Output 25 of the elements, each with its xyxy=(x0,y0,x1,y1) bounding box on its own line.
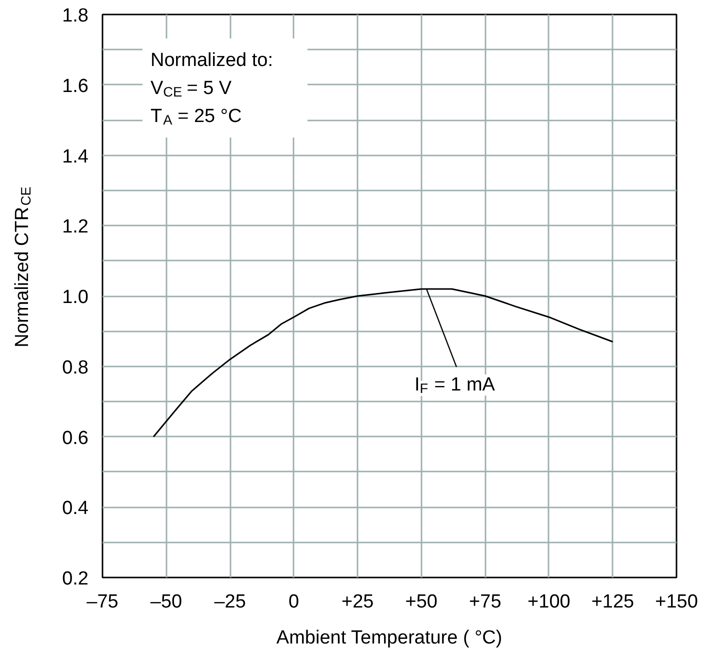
x-tick-label: +150 xyxy=(655,592,698,612)
annotation: VCE = 5 V xyxy=(150,78,232,100)
annotation: TA = 25 °C xyxy=(150,106,242,128)
y-tick-label: 1.2 xyxy=(62,216,89,238)
annotation: IF = 1 mA xyxy=(414,374,496,396)
y-tick-label: 0.6 xyxy=(62,428,89,449)
annotation: Normalized to: xyxy=(150,50,273,71)
x-tick-label: +50 xyxy=(405,592,438,612)
x-tick-label: 0 xyxy=(288,592,300,612)
x-axis-title: Ambient Temperature ( °C) xyxy=(276,628,502,648)
y-tick-label: 1.4 xyxy=(62,146,89,168)
y-tick-label: 0.2 xyxy=(62,568,89,590)
x-tick-label: +25 xyxy=(341,592,374,612)
x-tick-label: +75 xyxy=(469,592,502,612)
x-tick-label: –50 xyxy=(150,592,182,612)
y-tick-label: 1.8 xyxy=(62,6,89,26)
x-tick-label: +125 xyxy=(591,592,634,612)
y-tick-label: 1.0 xyxy=(62,287,89,308)
x-tick-label: –75 xyxy=(86,592,118,612)
y-axis-title: Normalized CTRCE xyxy=(12,186,34,348)
y-tick-label: 0.8 xyxy=(62,357,89,378)
y-tick-label: 0.4 xyxy=(62,498,89,520)
y-tick-label: 1.6 xyxy=(62,76,89,97)
x-tick-label: –25 xyxy=(214,592,246,612)
x-tick-label: +100 xyxy=(528,592,570,612)
